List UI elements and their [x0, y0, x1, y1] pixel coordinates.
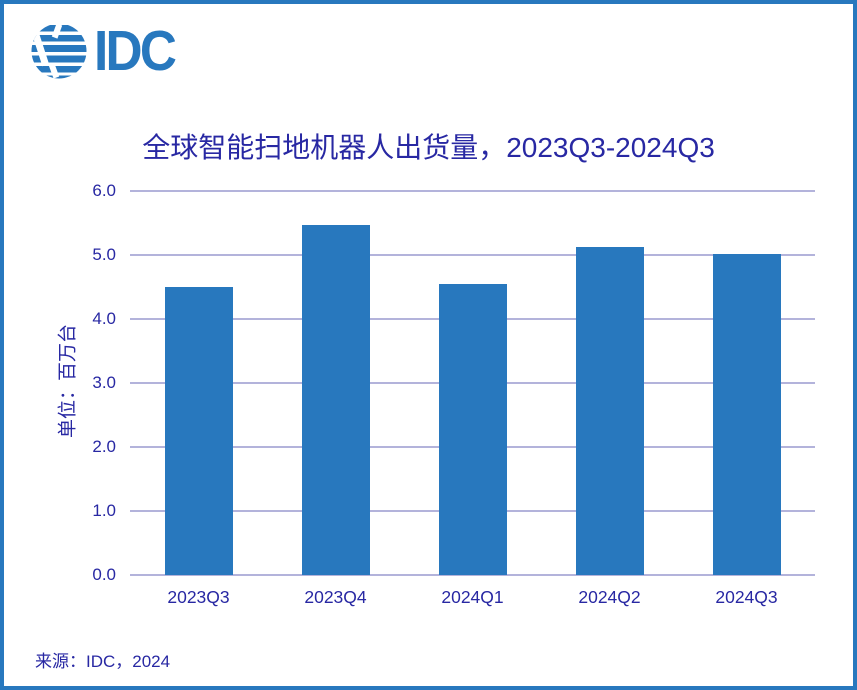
x-label-2024Q1: 2024Q1	[441, 587, 504, 607]
y-tick-2.0: 2.0	[92, 437, 116, 457]
y-tick-6.0: 6.0	[92, 181, 116, 200]
bar-2024Q1	[438, 283, 507, 575]
chart-title: 全球智能扫地机器人出货量，2023Q3-2024Q3	[142, 132, 715, 163]
y-tick-1.0: 1.0	[92, 501, 116, 521]
bar-2023Q4	[301, 224, 370, 575]
idc-logo-text: IDC	[94, 19, 177, 83]
gridline-5.0	[130, 254, 815, 256]
source-note: 来源：IDC，2024	[35, 652, 171, 671]
bar-2024Q2	[575, 247, 644, 575]
idc-globe-icon	[31, 23, 87, 79]
y-tick-3.0: 3.0	[92, 373, 116, 392]
bar-2024Q3	[712, 254, 781, 575]
gridline-6.0	[130, 190, 815, 192]
bar-2023Q3	[164, 287, 233, 575]
y-tick-0.0: 0.0	[92, 565, 116, 584]
x-label-2023Q3: 2023Q3	[167, 587, 230, 607]
y-axis-ticks: 0.0 1.0 2.0 3.0 4.0 5.0 6.0	[4, 181, 116, 584]
idc-logo: IDC	[30, 22, 183, 80]
gridline-0.0	[130, 574, 815, 576]
x-label-2024Q2: 2024Q2	[578, 587, 641, 607]
plot-area	[130, 190, 815, 576]
y-tick-5.0: 5.0	[92, 245, 116, 264]
y-tick-4.0: 4.0	[92, 309, 116, 329]
x-label-2023Q4: 2023Q4	[304, 587, 367, 607]
x-axis-labels: 2023Q3 2023Q4 2024Q1 2024Q2 2024Q3	[130, 587, 815, 608]
x-label-2024Q3: 2024Q3	[715, 587, 778, 607]
